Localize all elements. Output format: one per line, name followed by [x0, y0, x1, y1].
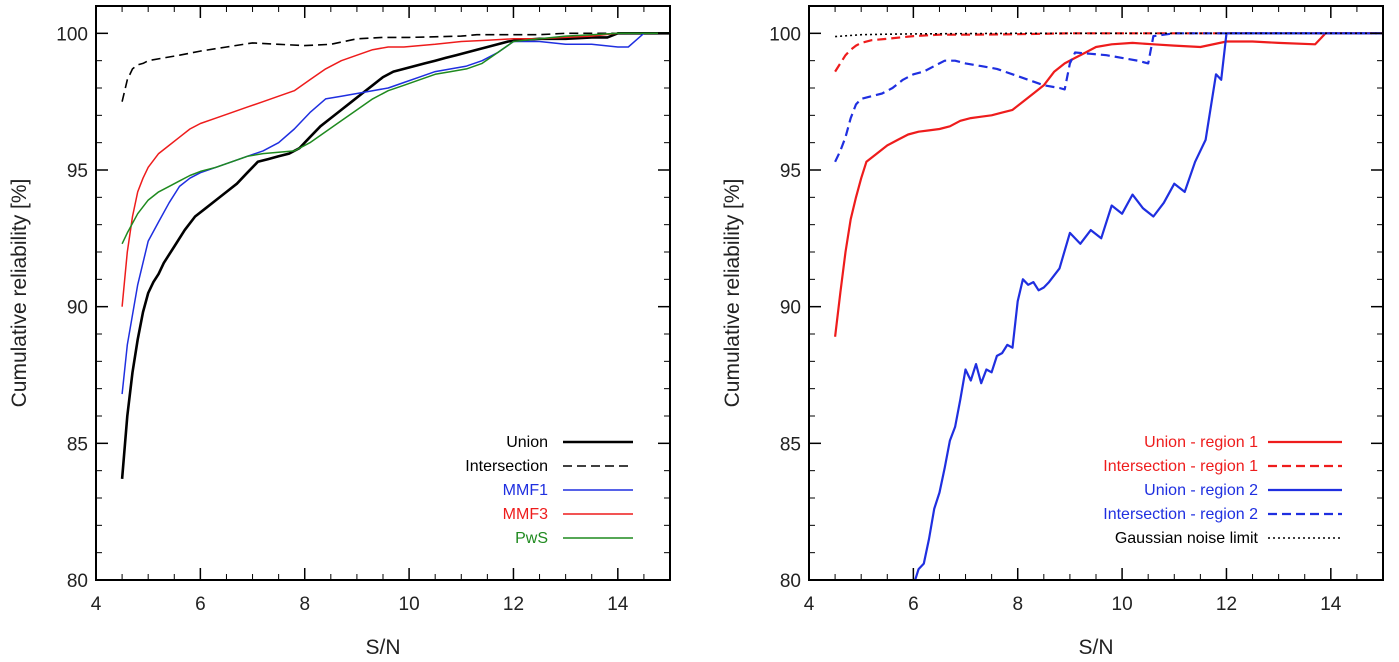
x-tick-label: 6	[908, 594, 919, 615]
series-group	[834, 32, 1383, 580]
legend: Union Intersection MMF1 MMF3 PwS	[465, 434, 633, 547]
x-tick-label: 10	[399, 594, 420, 615]
series-line-union-region-1	[834, 32, 1383, 337]
x-tick-label: 8	[299, 594, 310, 615]
x-axis-title: S/N	[365, 636, 400, 659]
x-tick-label: 4	[91, 594, 102, 615]
legend-label: MMF1	[503, 482, 548, 499]
series-line-intersection-region-1	[834, 32, 1383, 73]
y-tick-label: 85	[780, 434, 801, 455]
series-line-gaussian-noise-limit	[835, 32, 1383, 38]
legend-label: Intersection - region 1	[1103, 458, 1258, 475]
legend-label: Gaussian noise limit	[1115, 530, 1259, 547]
x-tick-label: 4	[804, 594, 815, 615]
series-line-mmf3	[121, 32, 670, 307]
y-tick-label: 95	[67, 161, 88, 182]
series-line-pws	[121, 32, 670, 245]
y-axis-title: Cumulative reliability [%]	[721, 179, 744, 408]
legend-label: PwS	[515, 530, 548, 547]
right-chart-panel: 4 6 8 10 12 14 80 85 90 95 100 S/N Cumulative reliab…	[721, 5, 1384, 659]
y-tick-label: 95	[780, 161, 801, 182]
x-tick-label: 8	[1012, 594, 1023, 615]
y-tick-label: 85	[67, 434, 88, 455]
legend-label: Intersection - region 2	[1103, 506, 1258, 523]
x-tick-label: 12	[1216, 594, 1237, 615]
series-line-union	[120, 31, 670, 480]
legend-label: Union	[506, 434, 548, 451]
y-axis-title: Cumulative reliability [%]	[8, 179, 31, 408]
x-tick-label: 10	[1112, 594, 1133, 615]
legend-label: Union - region 2	[1144, 482, 1258, 499]
x-tick-label: 6	[195, 594, 206, 615]
y-tick-label: 80	[67, 571, 88, 592]
x-tick-label: 12	[503, 594, 524, 615]
y-tick-label: 100	[769, 24, 801, 45]
y-tick-label: 100	[56, 24, 88, 45]
y-tick-label: 90	[780, 298, 801, 319]
plot-frame	[808, 5, 1384, 581]
x-axis-title: S/N	[1078, 636, 1113, 659]
legend-label: Intersection	[465, 458, 548, 475]
series-line-intersection	[121, 32, 670, 102]
x-tick-label: 14	[1320, 594, 1342, 615]
legend-label: Union - region 1	[1144, 434, 1258, 451]
series-group	[120, 31, 670, 480]
series-line-union-region-2	[913, 32, 1383, 580]
y-tick-label: 90	[67, 298, 88, 319]
x-tick-label: 14	[607, 594, 629, 615]
y-tick-label: 80	[780, 571, 801, 592]
series-line-mmf1	[121, 32, 670, 395]
left-chart-panel: 4 6 8 10 12 14 80 85 90 95 100 S/N Cumulative reliab…	[8, 5, 671, 659]
series-line-intersection-region-2	[834, 32, 1383, 163]
legend: Union - region 1 Intersection - region 1 U…	[1103, 434, 1342, 547]
plot-frame	[95, 5, 671, 581]
legend-label: MMF3	[503, 506, 548, 523]
